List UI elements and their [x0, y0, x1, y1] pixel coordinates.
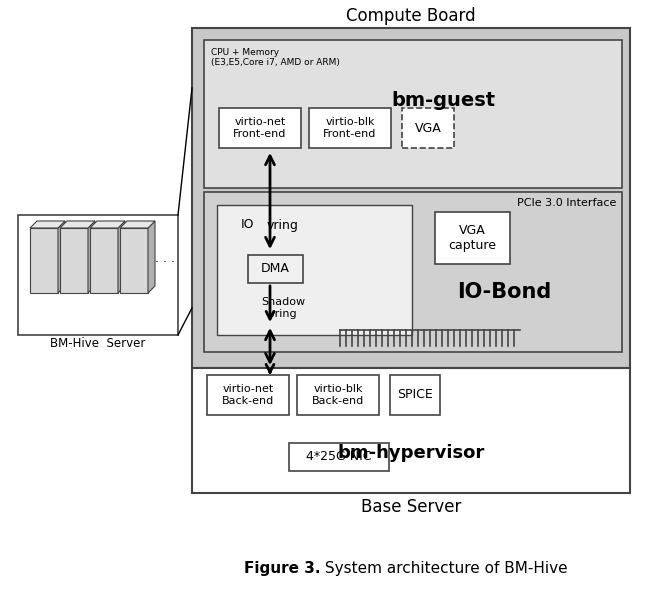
Text: IO: IO: [241, 218, 255, 232]
Bar: [289, 443, 389, 471]
Text: bm-guest: bm-guest: [391, 91, 495, 110]
Text: vring: vring: [267, 218, 299, 232]
Bar: [120, 228, 148, 293]
Bar: [204, 40, 622, 188]
Text: BM-Hive  Server: BM-Hive Server: [50, 337, 146, 350]
Text: DMA: DMA: [261, 263, 290, 275]
Polygon shape: [58, 221, 65, 293]
Bar: [309, 108, 391, 148]
Text: PCIe 3.0 Interface: PCIe 3.0 Interface: [517, 198, 616, 208]
Bar: [390, 375, 440, 415]
Bar: [297, 375, 379, 415]
Bar: [18, 215, 178, 335]
Bar: [204, 192, 622, 352]
Bar: [192, 368, 630, 493]
Text: . . .: . . .: [155, 252, 175, 264]
Bar: [207, 375, 289, 415]
Text: virtio-blk
Front-end: virtio-blk Front-end: [323, 117, 377, 139]
Text: SPICE: SPICE: [397, 388, 433, 402]
Bar: [217, 205, 412, 335]
Bar: [30, 228, 58, 293]
Text: System architecture of BM-Hive: System architecture of BM-Hive: [320, 560, 568, 575]
Text: virtio-blk
Back-end: virtio-blk Back-end: [312, 384, 364, 406]
Text: virtio-net
Back-end: virtio-net Back-end: [222, 384, 274, 406]
Polygon shape: [90, 221, 125, 228]
Text: Compute Board: Compute Board: [346, 7, 476, 25]
Bar: [60, 228, 88, 293]
Text: Figure 3.: Figure 3.: [244, 560, 320, 575]
Polygon shape: [148, 221, 155, 293]
Bar: [192, 28, 630, 368]
Bar: [90, 228, 118, 293]
Bar: [219, 108, 301, 148]
Polygon shape: [118, 221, 125, 293]
Text: VGA
capture: VGA capture: [448, 224, 496, 252]
Text: 4*25G NIC: 4*25G NIC: [306, 451, 372, 463]
Polygon shape: [60, 221, 95, 228]
Text: virtio-net
Front-end: virtio-net Front-end: [233, 117, 286, 139]
Bar: [248, 255, 303, 283]
Text: bm-hypervisor: bm-hypervisor: [337, 444, 484, 462]
Text: Base Server: Base Server: [361, 498, 461, 516]
Bar: [402, 108, 454, 148]
Polygon shape: [88, 221, 95, 293]
Text: CPU + Memory
(E3,E5,Core i7, AMD or ARM): CPU + Memory (E3,E5,Core i7, AMD or ARM): [211, 48, 340, 67]
Text: VGA: VGA: [415, 122, 441, 134]
Polygon shape: [30, 221, 65, 228]
Text: IO-Bond: IO-Bond: [457, 282, 551, 302]
Bar: [435, 212, 510, 264]
Text: Shadow
vring: Shadow vring: [261, 297, 305, 319]
Polygon shape: [120, 221, 155, 228]
